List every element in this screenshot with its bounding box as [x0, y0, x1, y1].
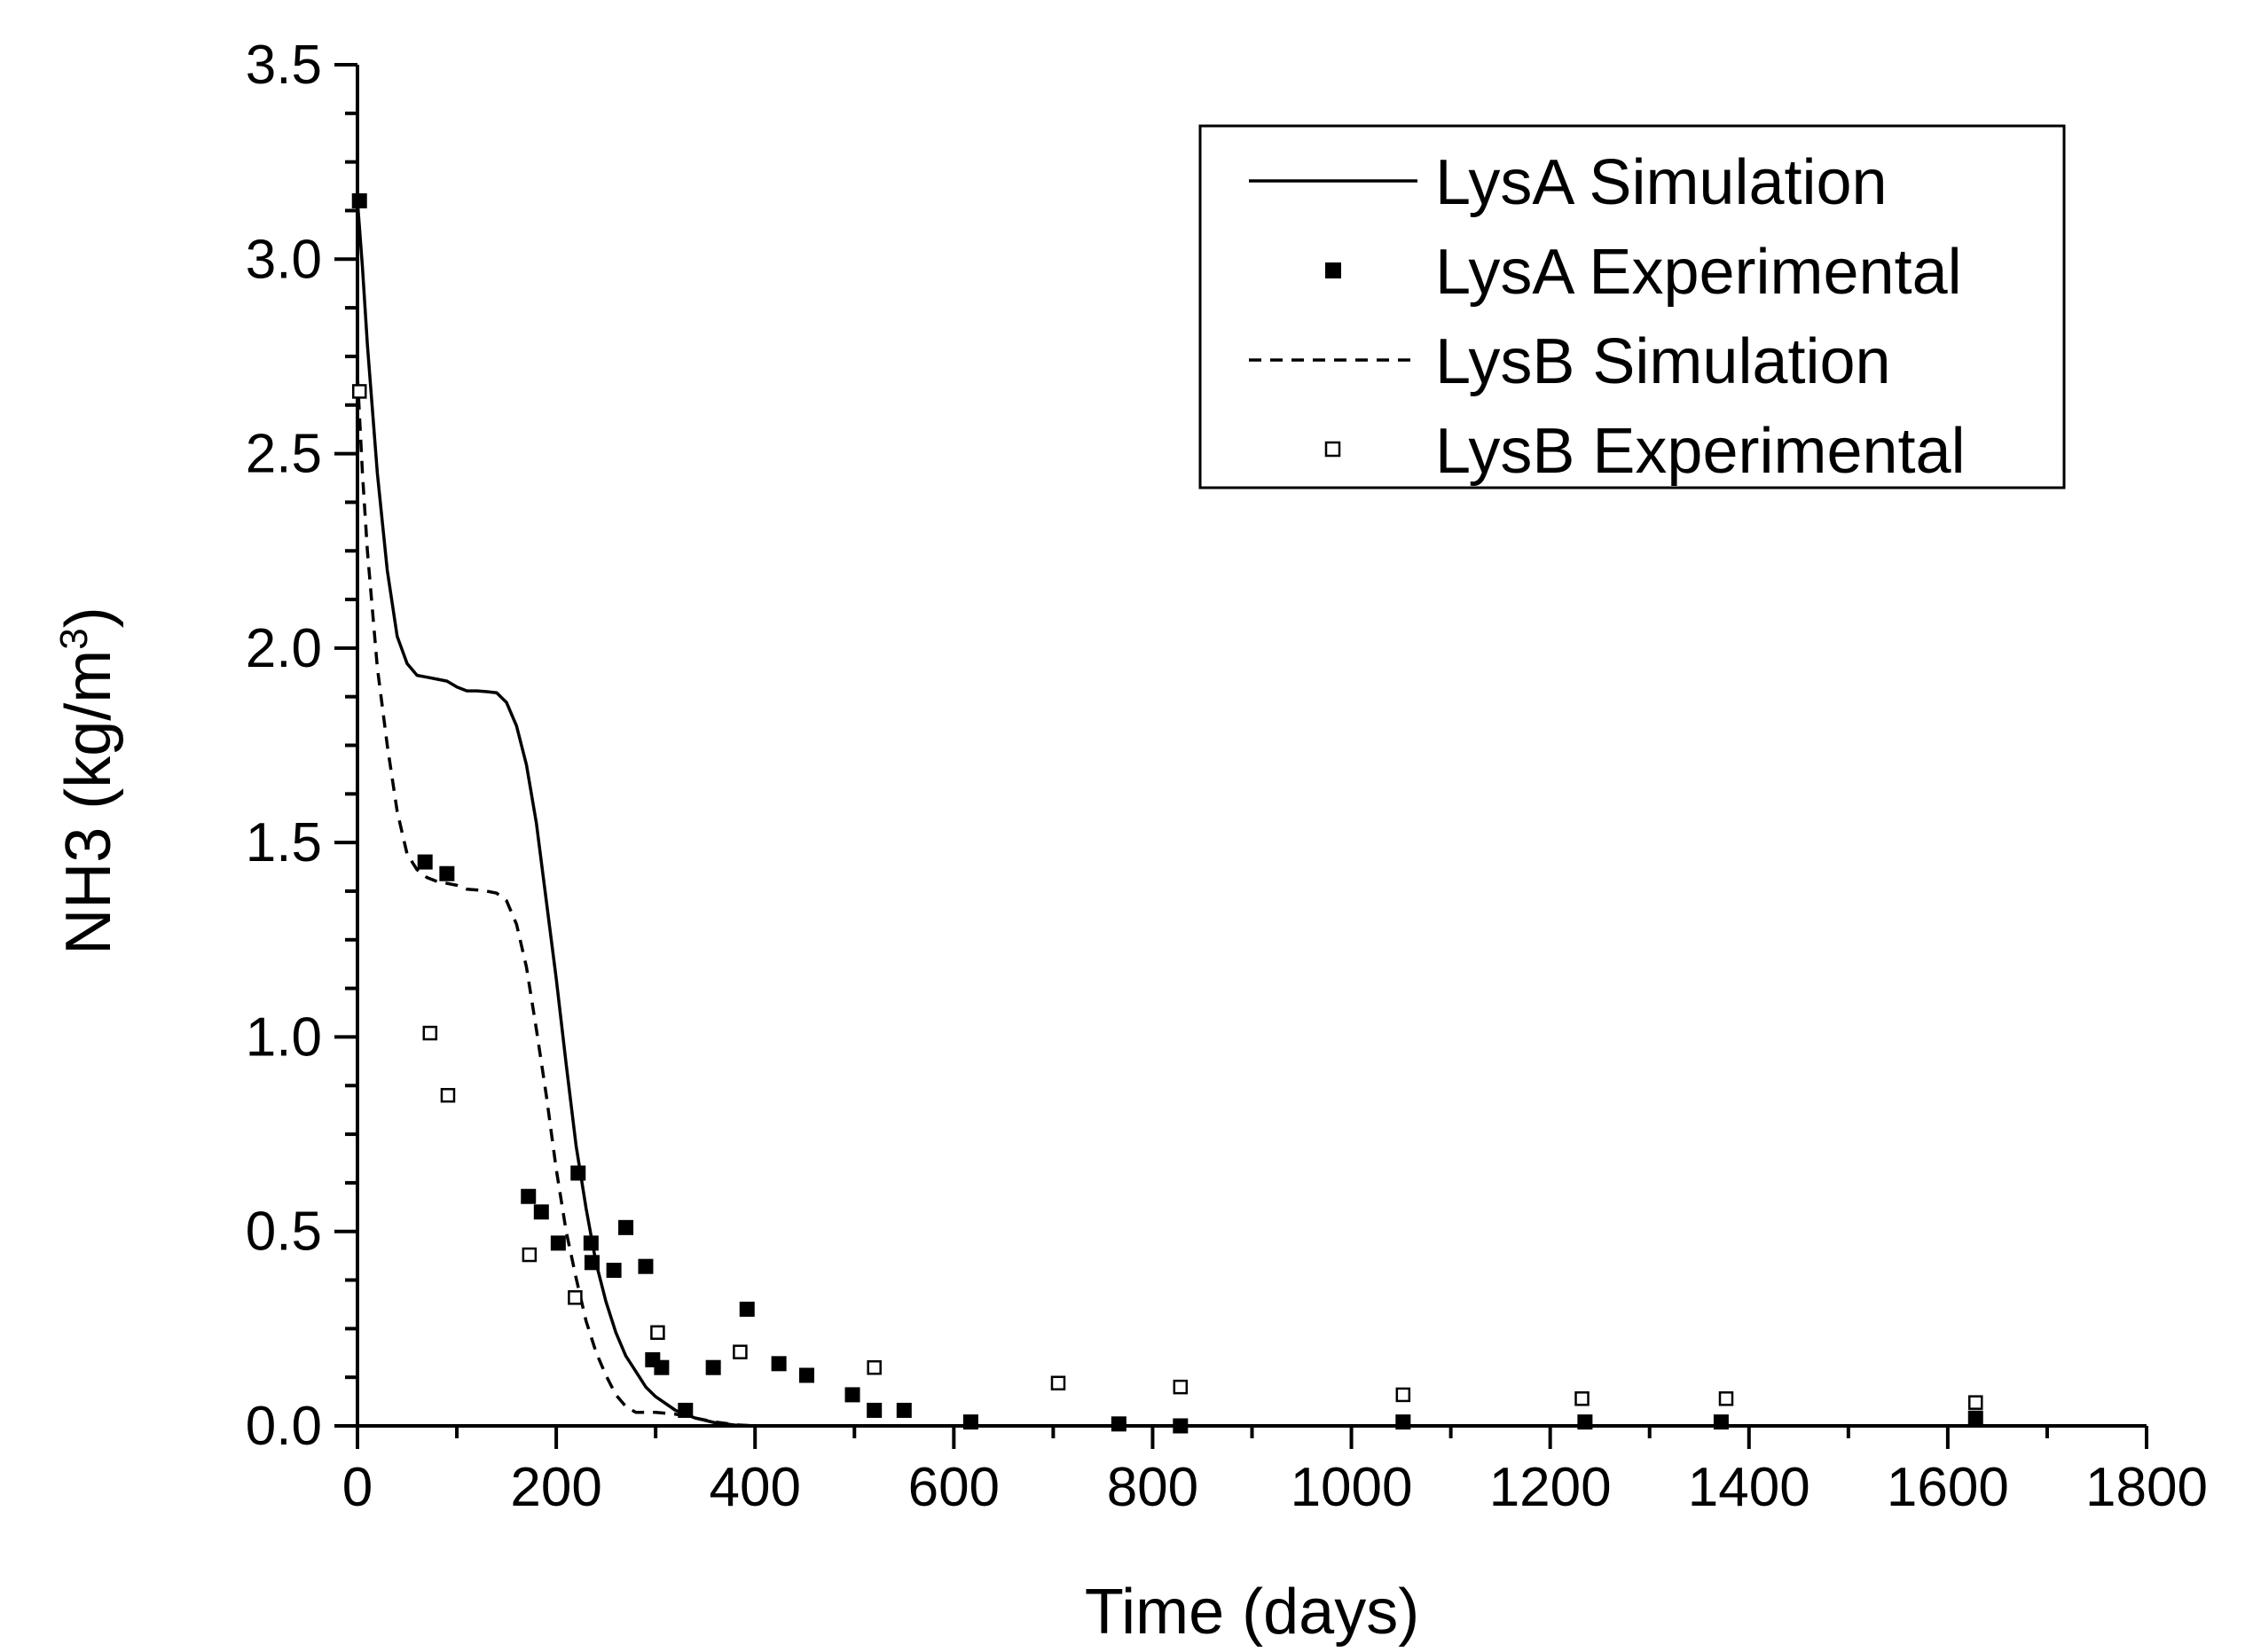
point-lysa-experimental: [654, 1359, 670, 1375]
point-lysa-experimental: [1173, 1418, 1189, 1434]
y-tick-label: 2.5: [246, 424, 322, 485]
y-axis-title: NH3 (kg/m3): [52, 607, 124, 955]
legend-box: [1198, 124, 2066, 489]
y-tick-label: 3.5: [246, 35, 322, 96]
point-lysa-experimental: [606, 1263, 622, 1279]
y-axis-title-close: ): [53, 607, 124, 628]
x-tick-label: 200: [510, 1457, 601, 1518]
y-tick-label: 0.5: [246, 1202, 322, 1263]
point-lysa-experimental: [867, 1402, 883, 1418]
y-axis-title-main: NH3 (kg/m: [53, 650, 124, 955]
axis-text-layer: Time (days) NH3 (kg/m3): [52, 607, 1419, 1648]
legend-swatch-lysa-experimental: [1325, 262, 1341, 278]
legend: LysA Simulation LysA Experimental LysB Sim…: [1198, 124, 2066, 489]
point-lysb-experimental: [351, 384, 367, 399]
point-lysa-experimental: [1111, 1416, 1126, 1432]
point-lysb-experimental: [422, 1025, 438, 1041]
x-tick-label: 1000: [1291, 1457, 1413, 1518]
point-lysb-experimental: [522, 1247, 538, 1263]
point-lysa-experimental: [439, 865, 455, 881]
legend-swatch-lysb-experimental: [1324, 441, 1341, 458]
point-lysb-experimental: [1574, 1391, 1590, 1406]
legend-label-lysa-experimental: LysA Experimental: [1435, 237, 1962, 308]
y-tick-label: 2.0: [246, 618, 322, 679]
point-lysa-experimental: [618, 1219, 634, 1235]
x-tick-label: 400: [709, 1457, 800, 1518]
x-tick-label: 800: [1107, 1457, 1198, 1518]
x-tick-label: 0: [342, 1457, 373, 1518]
point-lysb-experimental: [568, 1290, 583, 1305]
point-lysa-experimental: [638, 1258, 654, 1274]
point-lysa-experimental: [570, 1165, 586, 1181]
x-tick-label: 1800: [2085, 1457, 2208, 1518]
series-lysb-simulation: [356, 375, 1978, 1428]
legend-label-lysa-simulation: LysA Simulation: [1435, 147, 1888, 218]
point-lysa-experimental: [798, 1367, 814, 1383]
series-lysb-experimental: [351, 384, 1983, 1410]
point-lysa-experimental: [1967, 1410, 1983, 1426]
point-lysa-experimental: [417, 854, 433, 870]
point-lysa-experimental: [583, 1235, 599, 1251]
x-tick-label: 1600: [1887, 1457, 2009, 1518]
point-lysa-experimental: [896, 1402, 912, 1418]
point-lysb-experimental: [650, 1325, 665, 1340]
legend-label-lysb-experimental: LysB Experimental: [1435, 416, 1966, 487]
series-lysa-experimental: [351, 193, 1983, 1434]
point-lysa-experimental: [584, 1255, 600, 1271]
point-lysa-experimental: [533, 1204, 549, 1220]
axes-layer: 0 200 400 600 800 1000 1200 1400 1600 1800 0.0 0.5 1…: [246, 35, 2208, 1518]
series-layer: [351, 193, 1983, 1434]
point-lysb-experimental: [867, 1359, 882, 1375]
x-axis-title: Time (days): [1085, 1577, 1419, 1648]
y-axis-title-superscript: 3: [52, 628, 96, 649]
point-lysb-experimental: [1173, 1379, 1189, 1395]
point-lysa-experimental: [739, 1301, 755, 1317]
point-lysa-experimental: [351, 193, 367, 208]
point-lysb-experimental: [1718, 1391, 1734, 1406]
point-lysa-experimental: [705, 1359, 721, 1375]
point-lysa-experimental: [550, 1235, 566, 1251]
point-lysb-experimental: [1050, 1375, 1066, 1391]
x-tick-label: 1400: [1688, 1457, 1810, 1518]
y-tick-label: 1.0: [246, 1006, 322, 1068]
series-line-lysb-simulation: [356, 375, 1978, 1428]
point-lysb-experimental: [733, 1344, 748, 1359]
x-tick-label: 600: [908, 1457, 1000, 1518]
y-tick-label: 3.0: [246, 229, 322, 290]
point-lysa-experimental: [844, 1387, 860, 1403]
y-tick-label: 0.0: [246, 1396, 322, 1457]
x-tick-label: 1200: [1489, 1457, 1612, 1518]
point-lysb-experimental: [1968, 1395, 1983, 1410]
y-tick-label: 1.5: [246, 812, 322, 873]
point-lysa-experimental: [521, 1188, 537, 1204]
point-lysb-experimental: [1395, 1387, 1411, 1403]
point-lysa-experimental: [771, 1356, 787, 1372]
point-lysb-experimental: [440, 1087, 456, 1103]
legend-label-lysb-simulation: LysB Simulation: [1435, 326, 1891, 397]
